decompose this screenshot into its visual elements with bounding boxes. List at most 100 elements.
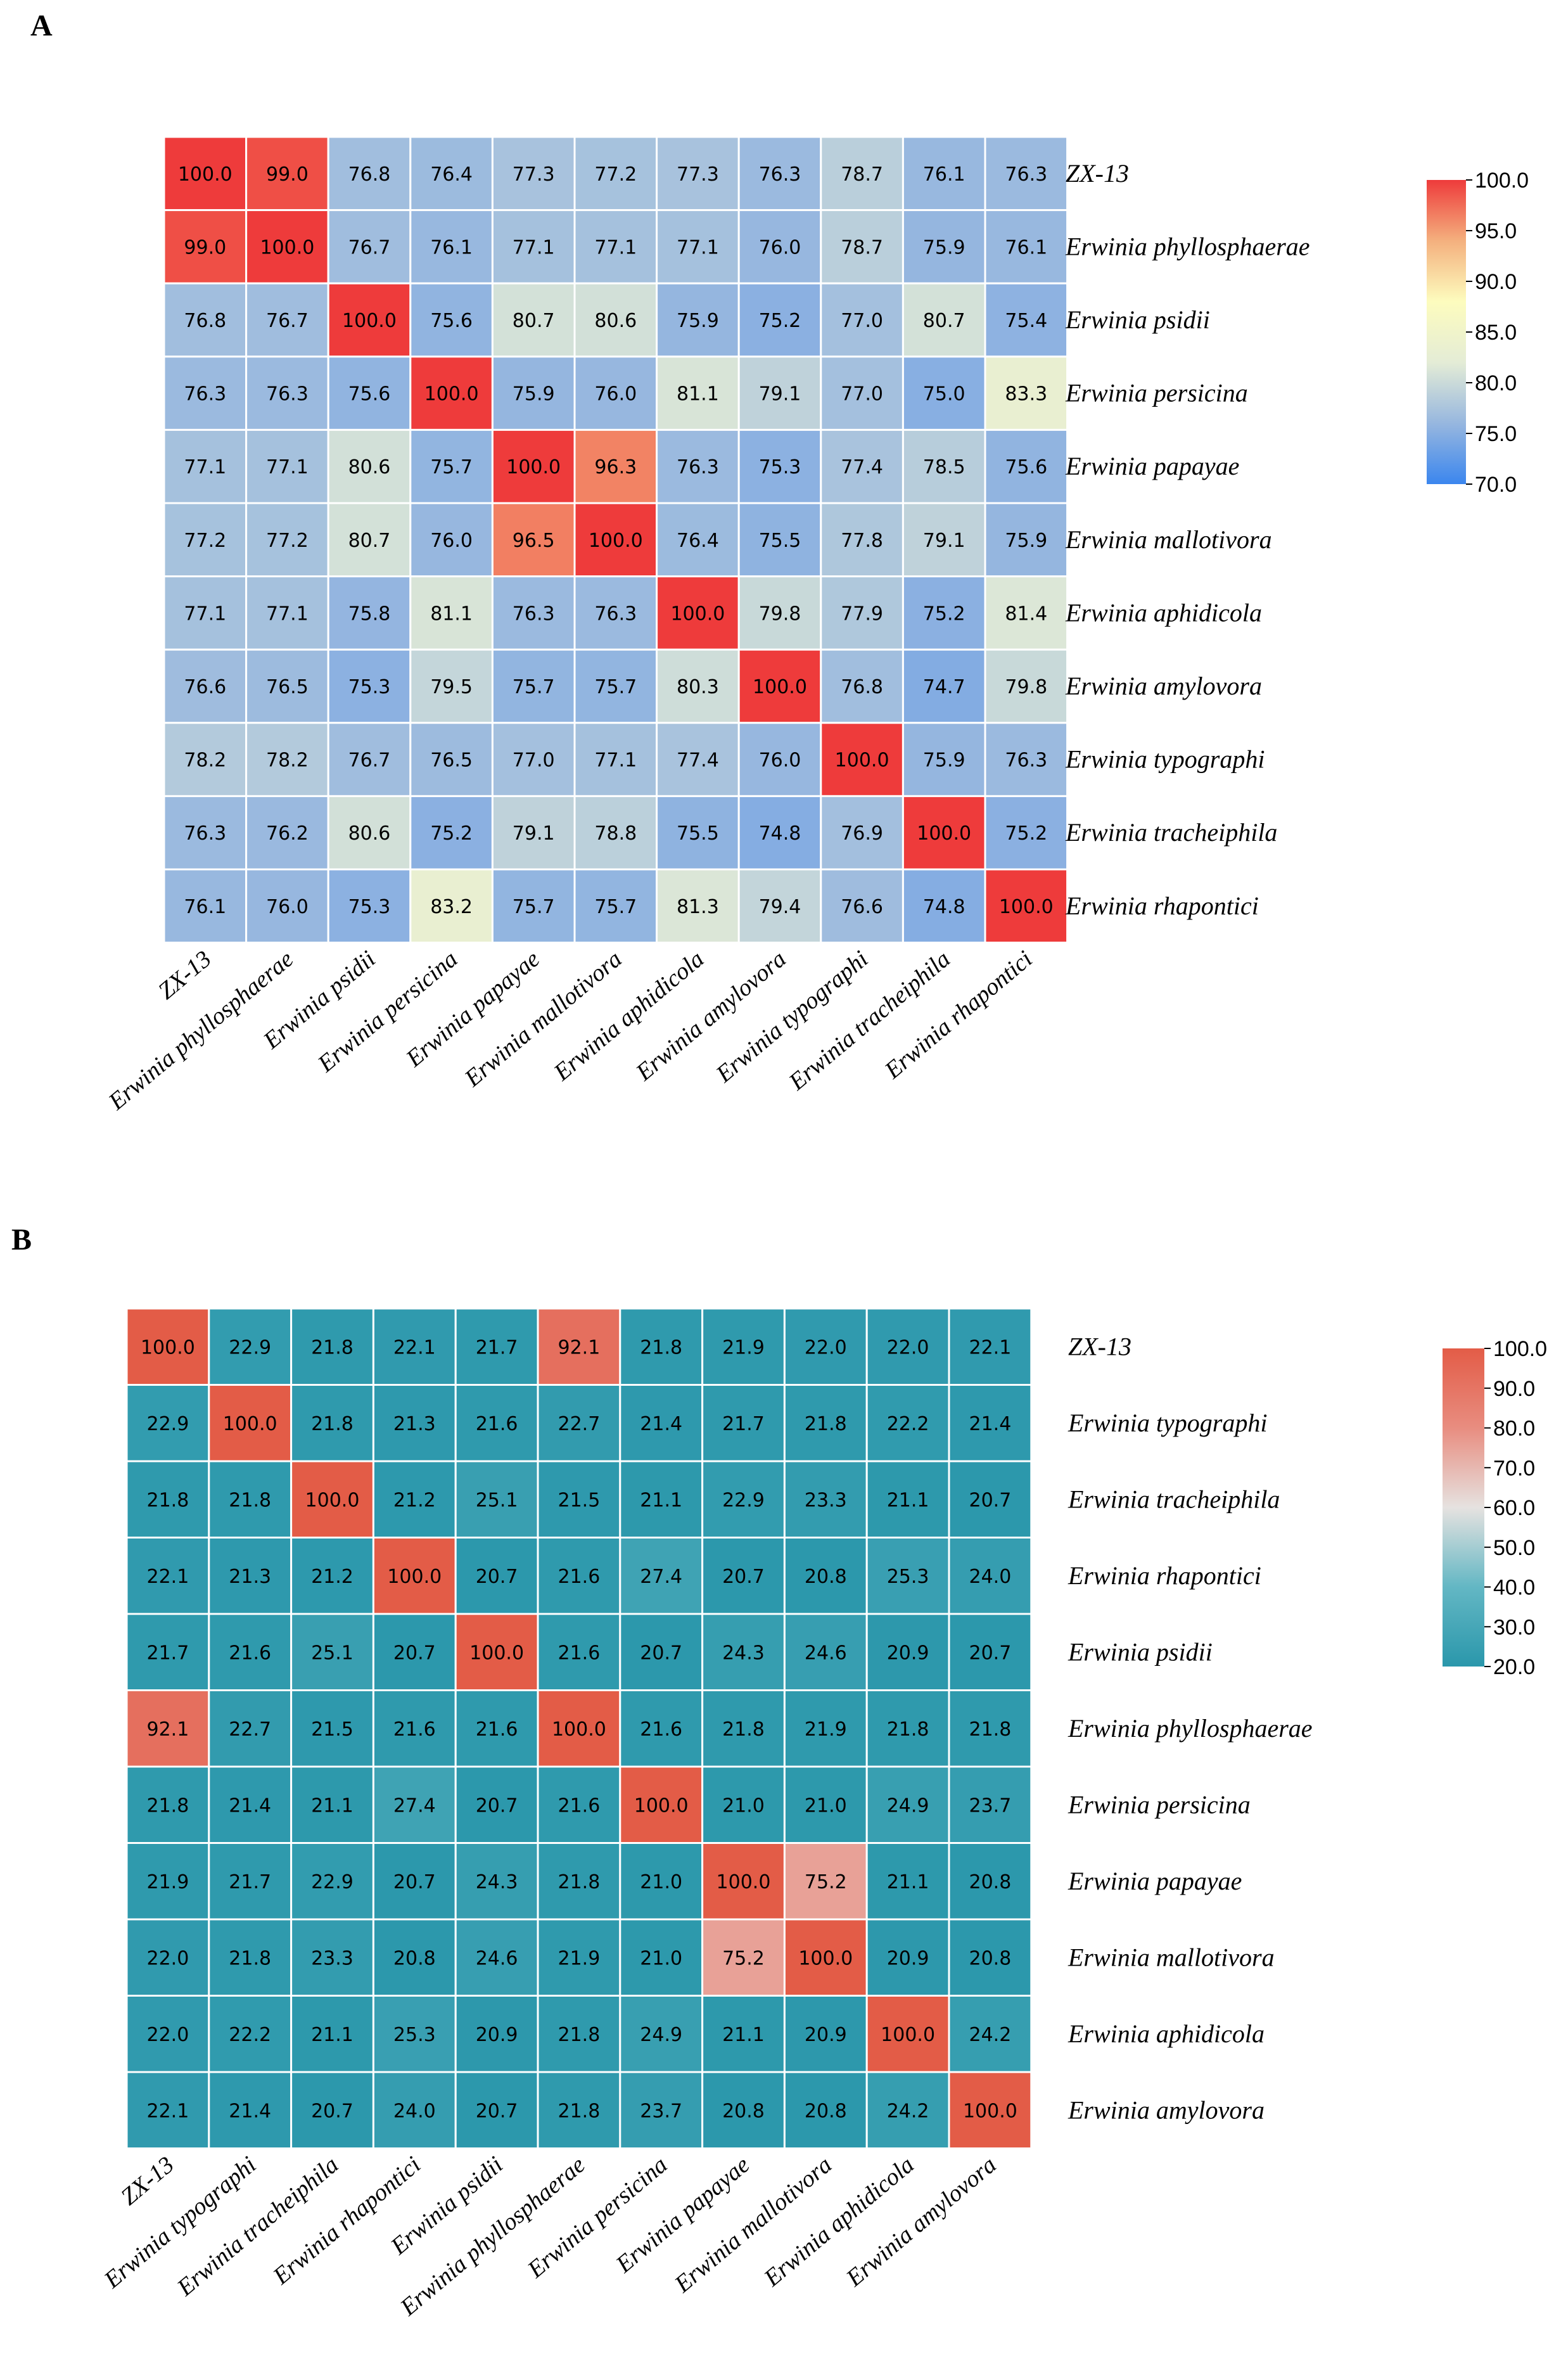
heatmap-cell — [701, 1384, 786, 1462]
cell-value: 100.0 — [917, 822, 971, 845]
heatmap-cell — [656, 722, 740, 797]
heatmap-cell — [984, 282, 1069, 358]
cell-value: 76.7 — [348, 750, 391, 772]
cell-value: 75.5 — [677, 822, 719, 845]
cell-value: 75.8 — [348, 603, 391, 625]
cell-value: 76.3 — [184, 383, 226, 406]
heatmap-cell — [208, 1918, 293, 1997]
cell-value: 20.8 — [722, 2100, 765, 2122]
row-label: ZX-13 — [1066, 159, 1129, 188]
cell-value: 100.0 — [178, 163, 233, 186]
cell-value: 76.0 — [759, 750, 801, 772]
cell-value: 75.2 — [759, 310, 801, 332]
cell-value: 20.9 — [805, 2024, 847, 2046]
colorbar-tick-label: 40.0 — [1493, 1576, 1535, 1600]
heatmap-cell — [820, 209, 904, 285]
heatmap-cell — [290, 1613, 374, 1691]
heatmap-cell — [865, 1307, 950, 1386]
heatmap-cell — [245, 428, 329, 504]
cell-value: 76.8 — [348, 163, 391, 186]
cell-value: 24.6 — [476, 1947, 518, 1969]
cell-value: 76.1 — [430, 236, 473, 259]
heatmap-cell — [327, 575, 412, 651]
cell-value: 21.8 — [311, 1413, 354, 1435]
heatmap-cell — [619, 1537, 704, 1615]
heatmap-cell — [409, 795, 494, 871]
cell-value: 20.9 — [887, 1947, 929, 1969]
cell-value: 100.0 — [670, 603, 725, 625]
heatmap-cell — [537, 1613, 621, 1691]
heatmap-cell — [865, 1613, 950, 1691]
heatmap-cell — [984, 428, 1069, 504]
heatmap-cell — [820, 868, 904, 944]
cell-value: 21.1 — [311, 2024, 354, 2046]
cell-value: 79.1 — [759, 383, 801, 406]
cell-value: 24.0 — [969, 1566, 1012, 1588]
cell-value: 75.3 — [348, 896, 391, 918]
cell-value: 79.8 — [759, 603, 801, 625]
colorbar-tick-label: 70.0 — [1475, 473, 1517, 497]
colorbar-b-gradient — [1443, 1348, 1484, 1667]
heatmap-cell — [573, 868, 658, 944]
cell-value: 20.9 — [476, 2024, 518, 2046]
cell-value: 75.5 — [759, 530, 801, 552]
cell-value: 20.7 — [476, 2100, 518, 2122]
cell-value: 21.3 — [393, 1413, 436, 1435]
cell-value: 21.6 — [558, 1642, 601, 1664]
cell-value: 21.4 — [229, 2100, 271, 2122]
cell-value: 79.4 — [759, 896, 801, 918]
cell-value: 21.4 — [229, 1795, 271, 1817]
cell-value: 75.2 — [805, 1871, 847, 1893]
heatmap-cell — [409, 428, 494, 504]
heatmap-cell — [820, 795, 904, 871]
cell-value: 76.6 — [184, 676, 226, 698]
cell-value: 100.0 — [753, 676, 807, 698]
row-label: Erwinia rhapontici — [1065, 892, 1259, 920]
cell-value: 25.3 — [887, 1566, 929, 1588]
heatmap-cell — [163, 575, 248, 651]
cell-value: 22.2 — [887, 1413, 929, 1435]
cell-value: 21.8 — [558, 2024, 601, 2046]
cell-value: 77.8 — [841, 530, 883, 552]
heatmap-cell — [573, 575, 658, 651]
heatmap-cell — [163, 868, 248, 944]
colorbar-tick-label: 100.0 — [1493, 1337, 1547, 1361]
heatmap-cell — [783, 1537, 868, 1615]
heatmap-cell — [619, 1918, 704, 1997]
colorbar-tick-label: 90.0 — [1475, 270, 1517, 294]
cell-value: 20.7 — [393, 1642, 436, 1664]
heatmap-cell — [125, 1765, 210, 1844]
heatmap-cell — [125, 2071, 210, 2149]
cell-value: 20.7 — [311, 2100, 354, 2122]
heatmap-cell — [372, 1995, 457, 2073]
cell-value: 76.3 — [1005, 750, 1047, 772]
heatmap-cell — [290, 1460, 374, 1539]
heatmap-cell — [454, 1460, 539, 1539]
cell-value: 21.8 — [147, 1795, 189, 1817]
cell-value: 24.9 — [640, 2024, 682, 2046]
heatmap-cell — [948, 1537, 1033, 1615]
cell-value: 20.7 — [722, 1566, 765, 1588]
heatmap-cell — [619, 1384, 704, 1462]
heatmap-cell — [454, 1613, 539, 1691]
cell-value: 20.8 — [969, 1871, 1012, 1893]
cell-value: 77.1 — [594, 750, 637, 772]
cell-value: 75.4 — [1005, 310, 1047, 332]
heatmap-cell — [783, 1613, 868, 1691]
heatmap-cell — [163, 209, 248, 285]
heatmap-cell — [701, 1765, 786, 1844]
cell-value: 92.1 — [147, 1718, 189, 1741]
cell-value: 76.3 — [759, 163, 801, 186]
cell-value: 21.8 — [805, 1413, 847, 1435]
cell-value: 75.9 — [923, 750, 965, 772]
heatmap-cell — [409, 648, 494, 724]
heatmap-cell — [208, 1842, 293, 1921]
cell-value: 76.1 — [1005, 236, 1047, 259]
heatmap-cell — [573, 648, 658, 724]
heatmap-cell — [783, 1995, 868, 2073]
heatmap-cell — [537, 1842, 621, 1921]
cell-value: 22.7 — [229, 1718, 271, 1741]
cell-value: 75.7 — [430, 456, 473, 478]
heatmap-cell — [573, 209, 658, 285]
cell-value: 92.1 — [558, 1336, 601, 1359]
